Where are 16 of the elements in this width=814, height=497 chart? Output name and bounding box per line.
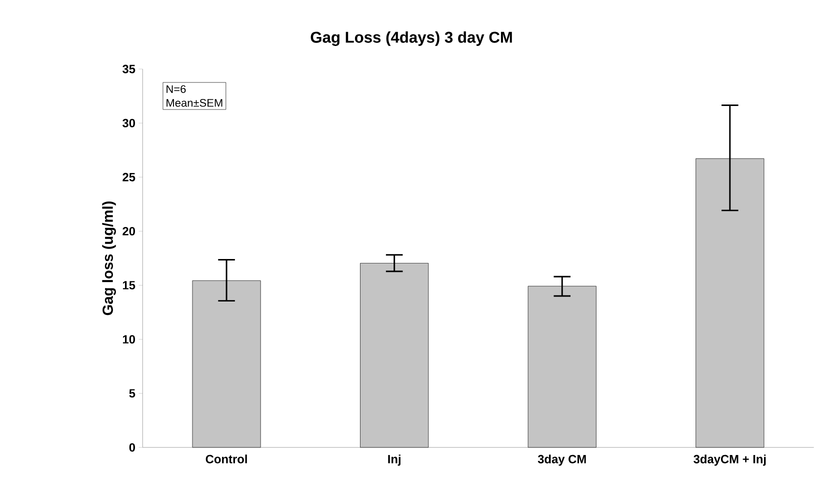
chart-title: Gag Loss (4days) 3 day CM (310, 31, 512, 46)
annotation: Mean±SEM (166, 98, 222, 107)
y-tick-label: 15 (122, 281, 136, 290)
y-tick-label: 20 (122, 226, 135, 236)
y-tick-label: 0 (129, 443, 135, 452)
x-tick-label: Inj (388, 454, 400, 466)
y-tick-label: 30 (122, 118, 135, 128)
x-tick-label: Control (206, 454, 247, 464)
y-tick-label: 5 (129, 389, 136, 398)
x-tick-label: 3day CM (538, 454, 586, 466)
x-tick-label: 3dayCM + Inj (694, 454, 766, 466)
y-tick-label: 35 (122, 64, 136, 74)
y-tick-label: 25 (122, 172, 136, 182)
annotation: N=6 (166, 85, 186, 93)
y-axis-title: Gag loss (ug/ml) (102, 201, 116, 316)
y-tick-label: 10 (122, 335, 135, 344)
